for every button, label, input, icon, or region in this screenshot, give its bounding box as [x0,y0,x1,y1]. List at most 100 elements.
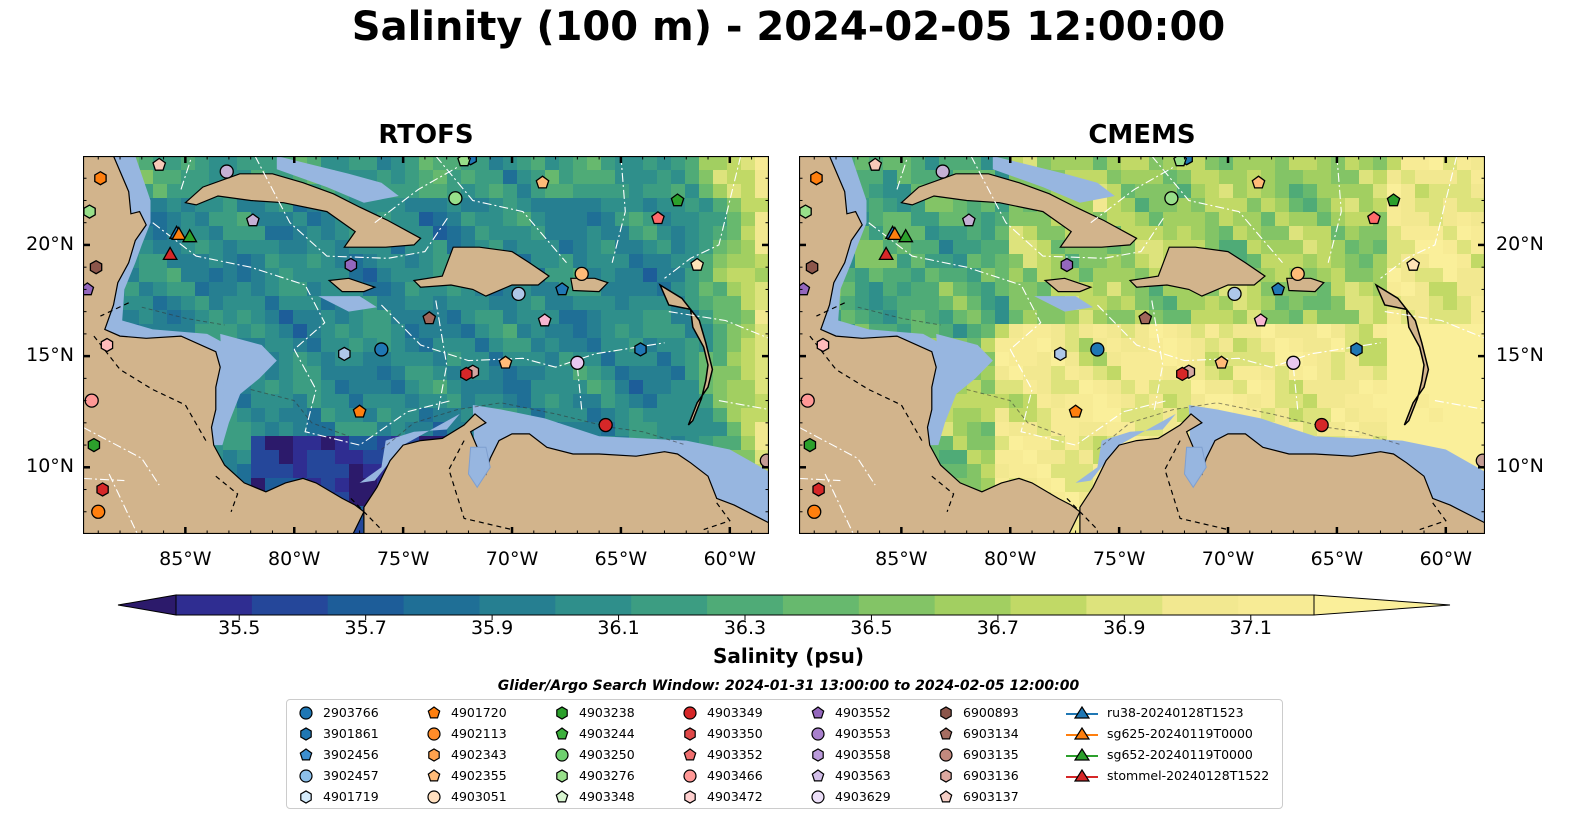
colorbar-tick-label: 36.3 [723,617,767,639]
x-tick-label: 60°W [1419,548,1473,570]
legend-item: 3902456 [297,744,379,765]
legend-label: 4901719 [323,789,379,804]
obs-marker-4903276b [1406,257,1421,271]
eez-line [824,473,854,534]
obs-marker-6900893 [89,259,103,275]
panel-title-cmems: CMEMS [1088,120,1196,150]
map-panel-cmems [799,156,1485,534]
obs-marker-4901720 [1068,404,1083,418]
legend-label: 4902355 [451,768,507,783]
glider-marker-stommel-20240128T1522 [878,246,895,261]
shallow-shelf [359,413,460,483]
legend-label: 4902113 [451,726,507,741]
x-tick-label: 65°W [1310,548,1364,570]
legend-item: 4903244 [553,723,635,744]
obs-marker-4903629 [570,355,585,370]
eez-line [293,349,452,446]
legend-label: 4903553 [835,726,891,741]
obs-marker-2903766 [374,342,389,357]
glider-marker-sg652-20240119T0000 [181,228,198,243]
eez-line [576,367,583,410]
lesser-antilles [658,283,714,426]
obs-marker-4902113 [807,504,822,519]
bathymetry-contour [141,306,225,326]
legend-item: ru38-20240128T1523 [1065,702,1244,723]
legend-label: 6900893 [963,705,1019,720]
obs-marker-3902457 [511,286,526,302]
legend-item: 4903472 [681,786,763,807]
legend-item: 4903466 [681,765,763,786]
legend-label: sg625-20240119T0000 [1107,726,1253,741]
legend-marker-icon [300,789,312,804]
legend-marker-icon [427,768,441,781]
legend-label: 3902457 [323,768,379,783]
legend-label: 6903136 [963,768,1019,783]
colorbar-tick-label: 36.9 [1103,617,1146,639]
colorbar-tick-label: 35.7 [344,617,387,639]
shallow-shelf [1075,413,1176,483]
eez-line [896,156,909,190]
legend-marker-icon [428,747,440,762]
y-tick-label-left: 15°N [26,344,74,367]
legend-item: 4903553 [809,723,891,744]
legend-marker-icon [940,705,952,720]
obs-marker-4903250 [1164,191,1179,206]
eez-line [1151,300,1164,412]
eez-line [1292,367,1299,410]
x-tick-label: 70°W [485,548,539,570]
border-line [215,475,239,513]
legend-item: 2903766 [297,702,379,723]
obs-marker-4902355 [535,175,550,189]
map-panel-rtofs [83,156,769,534]
obs-marker-4903552 [83,282,95,296]
legend-item: 4903350 [681,723,763,744]
obs-marker-4902355b [498,355,513,369]
border-line [931,475,955,513]
shallow-shelf [276,156,399,203]
obs-marker-4903472b [1253,313,1268,327]
eez-line [1009,349,1168,446]
obs-marker-4903563 [245,213,260,227]
obs-marker-4903276b [690,257,705,271]
legend-label: 4903350 [707,726,763,741]
obs-marker-4903553 [219,164,234,179]
colorbar-tick-label: 37.1 [1229,617,1272,639]
legend-item: 4903051 [425,786,507,807]
colorbar-bin [707,595,784,615]
legend-marker-icon [811,789,825,804]
obs-marker-4903051 [574,266,589,281]
legend-marker-icon [555,789,569,802]
legend-label: 4903051 [451,789,507,804]
border-line [1164,440,1229,531]
obs-marker-4901719 [1054,346,1067,362]
obs-marker-4902343 [94,170,107,186]
legend-marker-icon [555,747,569,762]
eez-line [668,311,769,339]
obs-marker-4903244 [670,193,685,207]
legend-marker-icon [940,768,952,783]
legend-marker-icon [683,768,697,783]
x-tick-label: 80°W [984,548,1037,570]
legend-item: 4901719 [297,786,379,807]
land [1079,413,1485,534]
border-line [1066,497,1098,531]
legend-item: 3902457 [297,765,379,786]
obs-marker-2903766b [634,342,647,357]
legend-marker-icon [427,789,441,804]
legend-label: 4903348 [579,789,635,804]
colorbar-bin [327,595,405,615]
x-tick-label: 85°W [875,548,928,570]
legend-item: 4901720 [425,702,507,723]
legend-marker-icon [300,726,312,741]
shallow-shelf [992,156,1115,203]
glider-marker-stommel-20240128T1522 [162,246,179,261]
colorbar-bin [1162,595,1239,615]
eez-line [435,300,448,412]
obs-marker-6900893 [805,259,819,275]
lake [467,446,491,489]
legend-item: 4903629 [809,786,891,807]
obs-marker-4903552 [799,282,811,296]
legend-label: 6903134 [963,726,1019,741]
land [799,156,1081,534]
legend-item: 4903558 [809,744,891,765]
